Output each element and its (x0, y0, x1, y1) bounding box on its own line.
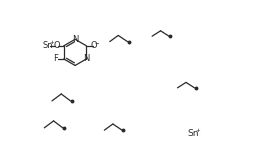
Text: F: F (53, 54, 58, 63)
Text: O: O (54, 41, 60, 50)
Text: +: + (195, 128, 200, 133)
Text: Sn: Sn (187, 129, 199, 138)
Text: O: O (90, 41, 97, 50)
Text: −: − (94, 41, 99, 46)
Text: Sn: Sn (42, 41, 53, 50)
Text: N: N (83, 54, 90, 63)
Text: N: N (72, 35, 78, 44)
Text: +: + (49, 40, 54, 45)
